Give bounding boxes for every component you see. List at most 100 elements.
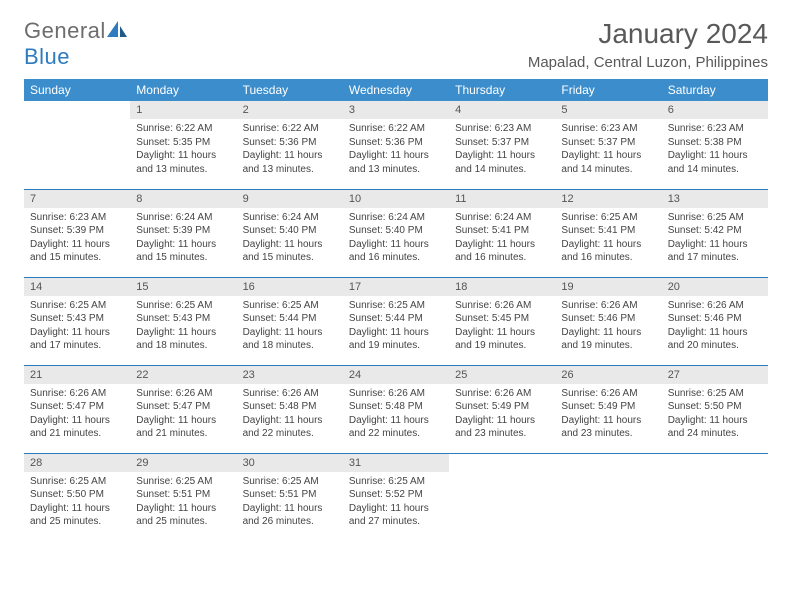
day-number: 31 (343, 454, 449, 472)
daylight-text: Daylight: 11 hours and 14 minutes. (561, 149, 655, 176)
sunset-text: Sunset: 5:40 PM (349, 224, 443, 238)
day-body: Sunrise: 6:22 AMSunset: 5:35 PMDaylight:… (130, 119, 236, 180)
daylight-text: Daylight: 11 hours and 18 minutes. (243, 326, 337, 353)
sunset-text: Sunset: 5:46 PM (668, 312, 762, 326)
day-body: Sunrise: 6:26 AMSunset: 5:49 PMDaylight:… (449, 384, 555, 445)
day-number: 4 (449, 101, 555, 119)
sunset-text: Sunset: 5:42 PM (668, 224, 762, 238)
day-number: 2 (237, 101, 343, 119)
daylight-text: Daylight: 11 hours and 16 minutes. (455, 238, 549, 265)
week-row: 14Sunrise: 6:25 AMSunset: 5:43 PMDayligh… (24, 277, 768, 365)
day-cell: 1Sunrise: 6:22 AMSunset: 5:35 PMDaylight… (130, 101, 236, 189)
sunset-text: Sunset: 5:40 PM (243, 224, 337, 238)
sunset-text: Sunset: 5:46 PM (561, 312, 655, 326)
day-cell: 6Sunrise: 6:23 AMSunset: 5:38 PMDaylight… (662, 101, 768, 189)
day-body: Sunrise: 6:26 AMSunset: 5:46 PMDaylight:… (662, 296, 768, 357)
day-body: Sunrise: 6:23 AMSunset: 5:37 PMDaylight:… (449, 119, 555, 180)
day-number (555, 454, 661, 460)
day-number: 21 (24, 366, 130, 384)
day-cell: 12Sunrise: 6:25 AMSunset: 5:41 PMDayligh… (555, 189, 661, 277)
week-row: 1Sunrise: 6:22 AMSunset: 5:35 PMDaylight… (24, 101, 768, 189)
sunset-text: Sunset: 5:39 PM (30, 224, 124, 238)
day-body: Sunrise: 6:22 AMSunset: 5:36 PMDaylight:… (237, 119, 343, 180)
day-cell: 9Sunrise: 6:24 AMSunset: 5:40 PMDaylight… (237, 189, 343, 277)
sunset-text: Sunset: 5:41 PM (561, 224, 655, 238)
day-number (24, 101, 130, 107)
week-row: 7Sunrise: 6:23 AMSunset: 5:39 PMDaylight… (24, 189, 768, 277)
day-cell: 26Sunrise: 6:26 AMSunset: 5:49 PMDayligh… (555, 365, 661, 453)
sunrise-text: Sunrise: 6:22 AM (136, 122, 230, 136)
sunrise-text: Sunrise: 6:23 AM (455, 122, 549, 136)
day-cell: 18Sunrise: 6:26 AMSunset: 5:45 PMDayligh… (449, 277, 555, 365)
day-body: Sunrise: 6:26 AMSunset: 5:45 PMDaylight:… (449, 296, 555, 357)
sunset-text: Sunset: 5:37 PM (455, 136, 549, 150)
sunset-text: Sunset: 5:47 PM (136, 400, 230, 414)
day-body: Sunrise: 6:24 AMSunset: 5:41 PMDaylight:… (449, 208, 555, 269)
sunrise-text: Sunrise: 6:26 AM (455, 387, 549, 401)
day-cell: 4Sunrise: 6:23 AMSunset: 5:37 PMDaylight… (449, 101, 555, 189)
sunrise-text: Sunrise: 6:25 AM (668, 387, 762, 401)
day-body: Sunrise: 6:26 AMSunset: 5:48 PMDaylight:… (343, 384, 449, 445)
month-title: January 2024 (528, 18, 768, 50)
day-cell: 24Sunrise: 6:26 AMSunset: 5:48 PMDayligh… (343, 365, 449, 453)
day-cell: 13Sunrise: 6:25 AMSunset: 5:42 PMDayligh… (662, 189, 768, 277)
calendar-head: Sunday Monday Tuesday Wednesday Thursday… (24, 79, 768, 101)
day-number (449, 454, 555, 460)
sunrise-text: Sunrise: 6:26 AM (561, 387, 655, 401)
daylight-text: Daylight: 11 hours and 17 minutes. (30, 326, 124, 353)
day-number: 9 (237, 190, 343, 208)
day-cell: 3Sunrise: 6:22 AMSunset: 5:36 PMDaylight… (343, 101, 449, 189)
col-tuesday: Tuesday (237, 79, 343, 101)
col-saturday: Saturday (662, 79, 768, 101)
sunset-text: Sunset: 5:43 PM (30, 312, 124, 326)
sunset-text: Sunset: 5:39 PM (136, 224, 230, 238)
sunset-text: Sunset: 5:38 PM (668, 136, 762, 150)
sunrise-text: Sunrise: 6:25 AM (349, 475, 443, 489)
daylight-text: Daylight: 11 hours and 26 minutes. (243, 502, 337, 529)
col-wednesday: Wednesday (343, 79, 449, 101)
day-number: 6 (662, 101, 768, 119)
sunset-text: Sunset: 5:52 PM (349, 488, 443, 502)
day-number (662, 454, 768, 460)
daylight-text: Daylight: 11 hours and 21 minutes. (136, 414, 230, 441)
day-cell: 10Sunrise: 6:24 AMSunset: 5:40 PMDayligh… (343, 189, 449, 277)
location: Mapalad, Central Luzon, Philippines (528, 54, 768, 71)
sunrise-text: Sunrise: 6:26 AM (30, 387, 124, 401)
day-number: 10 (343, 190, 449, 208)
day-number: 15 (130, 278, 236, 296)
day-cell: 5Sunrise: 6:23 AMSunset: 5:37 PMDaylight… (555, 101, 661, 189)
sunset-text: Sunset: 5:36 PM (243, 136, 337, 150)
day-cell: 21Sunrise: 6:26 AMSunset: 5:47 PMDayligh… (24, 365, 130, 453)
day-number: 23 (237, 366, 343, 384)
sunrise-text: Sunrise: 6:22 AM (243, 122, 337, 136)
day-number: 22 (130, 366, 236, 384)
daylight-text: Daylight: 11 hours and 19 minutes. (349, 326, 443, 353)
daylight-text: Daylight: 11 hours and 22 minutes. (243, 414, 337, 441)
sunrise-text: Sunrise: 6:23 AM (561, 122, 655, 136)
day-cell: 31Sunrise: 6:25 AMSunset: 5:52 PMDayligh… (343, 453, 449, 541)
sunrise-text: Sunrise: 6:26 AM (455, 299, 549, 313)
sunrise-text: Sunrise: 6:25 AM (136, 475, 230, 489)
day-body: Sunrise: 6:25 AMSunset: 5:50 PMDaylight:… (24, 472, 130, 533)
sunrise-text: Sunrise: 6:24 AM (455, 211, 549, 225)
logo-word1: General (24, 18, 106, 43)
daylight-text: Daylight: 11 hours and 15 minutes. (30, 238, 124, 265)
daylight-text: Daylight: 11 hours and 13 minutes. (243, 149, 337, 176)
day-number: 7 (24, 190, 130, 208)
day-number: 28 (24, 454, 130, 472)
daylight-text: Daylight: 11 hours and 13 minutes. (136, 149, 230, 176)
day-number: 16 (237, 278, 343, 296)
day-body: Sunrise: 6:23 AMSunset: 5:39 PMDaylight:… (24, 208, 130, 269)
sunset-text: Sunset: 5:50 PM (30, 488, 124, 502)
sunrise-text: Sunrise: 6:23 AM (668, 122, 762, 136)
sunrise-text: Sunrise: 6:25 AM (668, 211, 762, 225)
col-friday: Friday (555, 79, 661, 101)
daylight-text: Daylight: 11 hours and 16 minutes. (349, 238, 443, 265)
sunset-text: Sunset: 5:48 PM (243, 400, 337, 414)
sunrise-text: Sunrise: 6:24 AM (243, 211, 337, 225)
daylight-text: Daylight: 11 hours and 23 minutes. (561, 414, 655, 441)
sunset-text: Sunset: 5:36 PM (349, 136, 443, 150)
sunrise-text: Sunrise: 6:25 AM (136, 299, 230, 313)
day-cell: 22Sunrise: 6:26 AMSunset: 5:47 PMDayligh… (130, 365, 236, 453)
logo: General Blue (24, 18, 128, 70)
